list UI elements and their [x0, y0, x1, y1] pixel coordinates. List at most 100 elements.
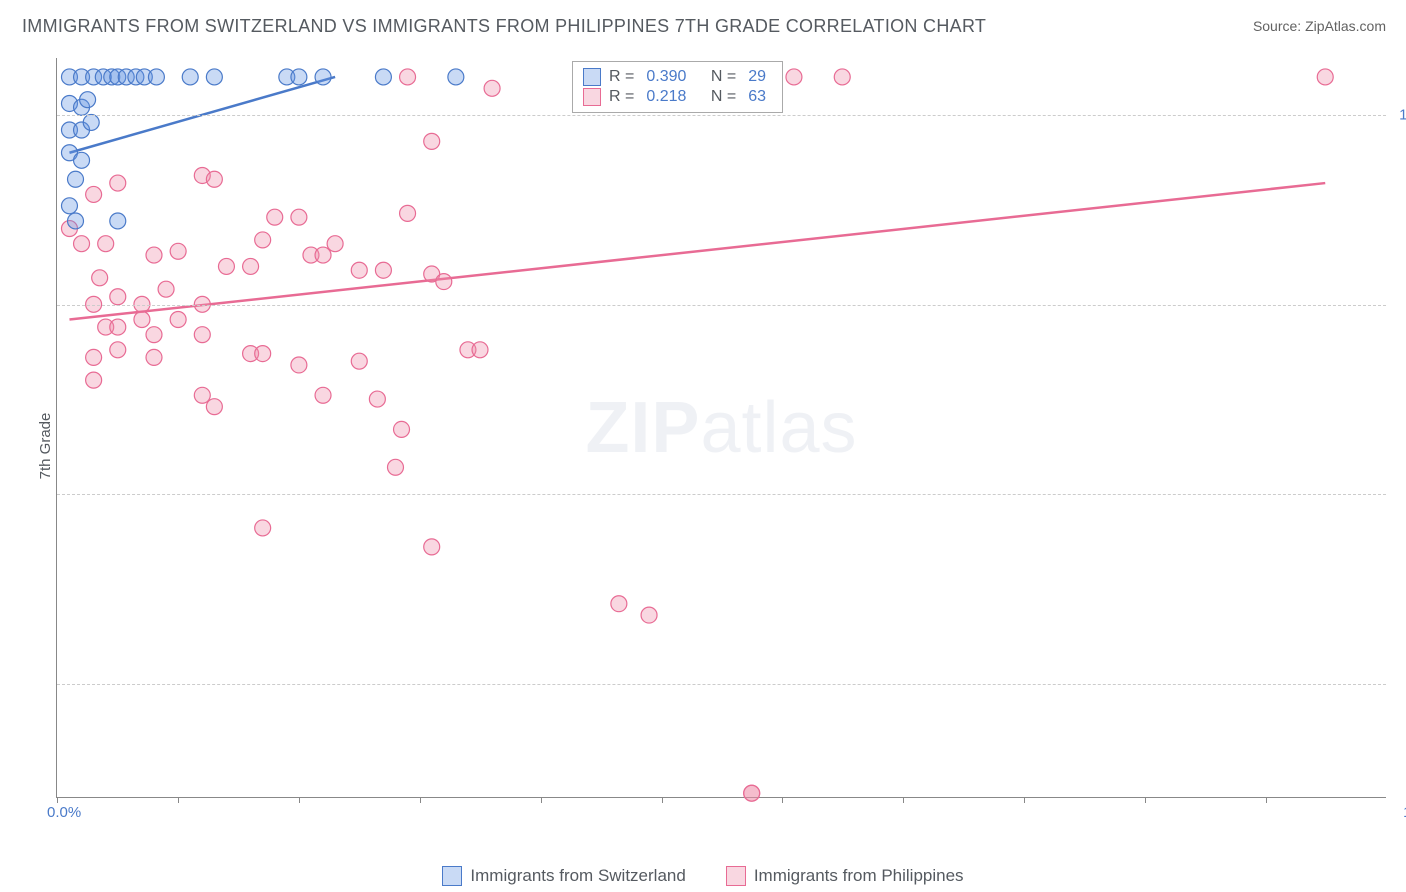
legend-label: Immigrants from Switzerland: [470, 866, 685, 886]
data-point-philippines: [375, 262, 391, 278]
data-point-philippines: [110, 289, 126, 305]
legend-r-value-switzerland: 0.390: [646, 68, 686, 86]
legend-r-prefix: R =: [609, 68, 634, 86]
x-tick: [1266, 797, 1267, 803]
x-tick-label-min: 0.0%: [47, 804, 81, 821]
x-tick: [1024, 797, 1025, 803]
legend-item-philippines: Immigrants from Philippines: [726, 866, 964, 886]
x-tick: [420, 797, 421, 803]
chart-svg: [57, 58, 1386, 797]
legend-row-philippines: R = 0.218 N = 63: [583, 88, 770, 106]
gridline: [57, 305, 1386, 306]
data-point-philippines: [611, 596, 627, 612]
data-point-philippines: [206, 171, 222, 187]
trend-line-philippines: [69, 183, 1325, 319]
data-point-switzerland: [61, 198, 77, 214]
data-point-philippines: [641, 607, 657, 623]
data-point-philippines: [134, 312, 150, 328]
data-point-switzerland: [68, 213, 84, 229]
data-point-philippines: [98, 236, 114, 252]
data-point-philippines: [255, 520, 271, 536]
legend-n-value-switzerland: 29: [748, 68, 766, 86]
legend-item-switzerland: Immigrants from Switzerland: [442, 866, 685, 886]
data-point-philippines: [86, 372, 102, 388]
data-point-philippines: [194, 387, 210, 403]
data-point-philippines: [394, 421, 410, 437]
data-point-philippines: [255, 232, 271, 248]
data-point-philippines: [74, 236, 90, 252]
data-point-philippines: [206, 399, 222, 415]
x-tick: [57, 797, 58, 803]
data-point-philippines: [400, 205, 416, 221]
x-tick: [541, 797, 542, 803]
legend-swatch-icon: [726, 866, 746, 886]
data-point-switzerland: [74, 152, 90, 168]
data-point-philippines: [484, 80, 500, 96]
series-legend: Immigrants from Switzerland Immigrants f…: [0, 866, 1406, 886]
data-point-philippines: [158, 281, 174, 297]
data-point-philippines: [243, 258, 259, 274]
data-point-philippines: [255, 346, 271, 362]
data-point-philippines: [327, 236, 343, 252]
data-point-philippines: [369, 391, 385, 407]
data-point-switzerland: [80, 92, 96, 108]
x-tick: [782, 797, 783, 803]
data-point-switzerland: [291, 69, 307, 85]
data-point-switzerland: [68, 171, 84, 187]
x-tick: [1145, 797, 1146, 803]
data-point-philippines: [218, 258, 234, 274]
data-point-philippines: [424, 539, 440, 555]
data-point-philippines: [315, 387, 331, 403]
plot-frame: ZIPatlas R = 0.390 N = 29 R = 0.218 N = …: [56, 58, 1386, 798]
data-point-philippines: [436, 274, 452, 290]
data-point-philippines: [387, 459, 403, 475]
data-point-philippines: [86, 349, 102, 365]
data-point-switzerland: [315, 69, 331, 85]
data-point-philippines: [170, 312, 186, 328]
x-tick: [178, 797, 179, 803]
data-point-philippines: [400, 69, 416, 85]
gridline: [57, 494, 1386, 495]
legend-row-switzerland: R = 0.390 N = 29: [583, 68, 770, 86]
legend-swatch-switzerland: [583, 68, 601, 86]
data-point-philippines: [351, 262, 367, 278]
gridline: [57, 115, 1386, 116]
plot-area: ZIPatlas R = 0.390 N = 29 R = 0.218 N = …: [56, 58, 1386, 798]
chart-title: IMMIGRANTS FROM SWITZERLAND VS IMMIGRANT…: [22, 16, 986, 37]
data-point-switzerland: [110, 213, 126, 229]
data-point-philippines: [315, 247, 331, 263]
data-point-switzerland: [182, 69, 198, 85]
data-point-philippines: [351, 353, 367, 369]
data-point-switzerland: [83, 114, 99, 130]
legend-n-prefix: N =: [711, 68, 736, 86]
data-point-philippines: [92, 270, 108, 286]
data-point-philippines: [110, 319, 126, 335]
x-tick: [662, 797, 663, 803]
data-point-switzerland: [375, 69, 391, 85]
data-point-philippines: [170, 243, 186, 259]
data-point-philippines: [146, 349, 162, 365]
data-point-philippines: [786, 69, 802, 85]
legend-label: Immigrants from Philippines: [754, 866, 964, 886]
data-point-philippines: [424, 133, 440, 149]
source-attribution: Source: ZipAtlas.com: [1253, 18, 1386, 34]
data-point-philippines: [146, 327, 162, 343]
y-tick-label: 100.0%: [1399, 106, 1406, 123]
data-point-philippines: [472, 342, 488, 358]
x-tick: [299, 797, 300, 803]
source-label: Source:: [1253, 18, 1305, 34]
legend-r-value-philippines: 0.218: [646, 88, 686, 106]
data-point-philippines: [291, 209, 307, 225]
legend-n-prefix: N =: [711, 88, 736, 106]
gridline: [57, 684, 1386, 685]
data-point-philippines: [834, 69, 850, 85]
legend-swatch-philippines: [583, 88, 601, 106]
legend-swatch-icon: [442, 866, 462, 886]
correlation-legend: R = 0.390 N = 29 R = 0.218 N = 63: [572, 61, 783, 113]
data-point-philippines: [194, 327, 210, 343]
data-point-philippines: [1317, 69, 1333, 85]
data-point-switzerland: [206, 69, 222, 85]
data-point-philippines: [86, 186, 102, 202]
legend-r-prefix: R =: [609, 88, 634, 106]
data-point-philippines: [110, 175, 126, 191]
